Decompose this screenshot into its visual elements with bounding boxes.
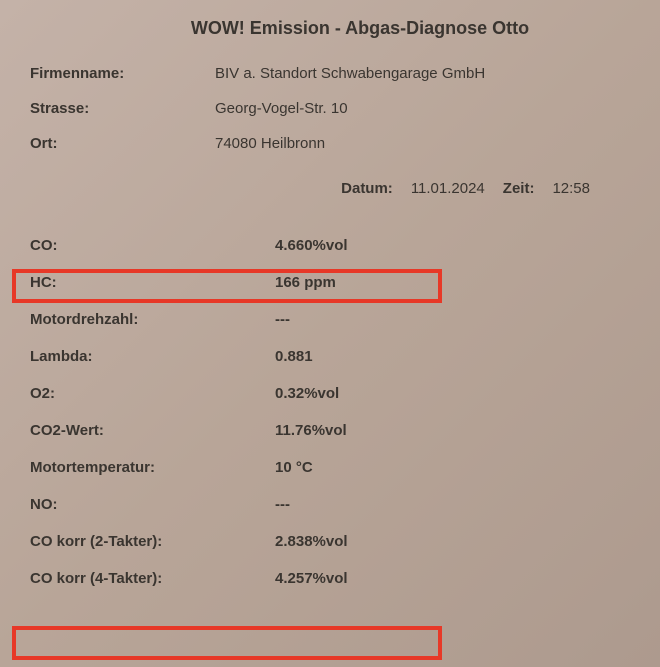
cokorr4-value: 4.257%vol — [275, 570, 348, 587]
street-value: Georg-Vogel-Str. 10 — [215, 100, 630, 117]
co-row: CO: 4.660%vol — [30, 237, 630, 254]
rpm-row: Motordrehzahl: --- — [30, 311, 630, 328]
date-value: 11.01.2024 — [411, 180, 485, 197]
street-label: Strasse: — [30, 100, 215, 117]
o2-value: 0.32%vol — [275, 385, 339, 402]
temp-value: 10 °C — [275, 459, 313, 476]
datetime-row: Datum: 11.01.2024 Zeit: 12:58 — [30, 180, 630, 197]
o2-label: O2: — [30, 385, 275, 402]
temp-row: Motortemperatur: 10 °C — [30, 459, 630, 476]
date-label: Datum: — [341, 180, 393, 197]
city-value: 74080 Heilbronn — [215, 135, 630, 152]
o2-row: O2: 0.32%vol — [30, 385, 630, 402]
temp-label: Motortemperatur: — [30, 459, 275, 476]
co-label: CO: — [30, 237, 275, 254]
company-label: Firmenname: — [30, 65, 215, 82]
measurements-section: CO: 4.660%vol HC: 166 ppm Motordrehzahl:… — [30, 237, 630, 587]
report-title: WOW! Emission - Abgas-Diagnose Otto — [90, 18, 630, 39]
cokorr2-row: CO korr (2-Takter): 2.838%vol — [30, 533, 630, 550]
hc-row: HC: 166 ppm — [30, 274, 630, 291]
cokorr2-value: 2.838%vol — [275, 533, 348, 550]
company-row: Firmenname: BIV a. Standort Schwabengara… — [30, 65, 630, 82]
lambda-value: 0.881 — [275, 348, 313, 365]
time-value: 12:58 — [552, 180, 590, 197]
co2-row: CO2-Wert: 11.76%vol — [30, 422, 630, 439]
highlight-cokorr4 — [12, 626, 442, 660]
no-label: NO: — [30, 496, 275, 513]
cokorr2-label: CO korr (2-Takter): — [30, 533, 275, 550]
rpm-value: --- — [275, 311, 290, 328]
hc-label: HC: — [30, 274, 275, 291]
lambda-row: Lambda: 0.881 — [30, 348, 630, 365]
co-value: 4.660%vol — [275, 237, 348, 254]
no-value: --- — [275, 496, 290, 513]
no-row: NO: --- — [30, 496, 630, 513]
hc-value: 166 ppm — [275, 274, 336, 291]
city-row: Ort: 74080 Heilbronn — [30, 135, 630, 152]
street-row: Strasse: Georg-Vogel-Str. 10 — [30, 100, 630, 117]
city-label: Ort: — [30, 135, 215, 152]
co2-value: 11.76%vol — [275, 422, 347, 439]
co2-label: CO2-Wert: — [30, 422, 275, 439]
cokorr4-row: CO korr (4-Takter): 4.257%vol — [30, 570, 630, 587]
company-value: BIV a. Standort Schwabengarage GmbH — [215, 65, 630, 82]
rpm-label: Motordrehzahl: — [30, 311, 275, 328]
lambda-label: Lambda: — [30, 348, 275, 365]
time-label: Zeit: — [503, 180, 535, 197]
emission-report: WOW! Emission - Abgas-Diagnose Otto Firm… — [0, 0, 660, 625]
cokorr4-label: CO korr (4-Takter): — [30, 570, 275, 587]
